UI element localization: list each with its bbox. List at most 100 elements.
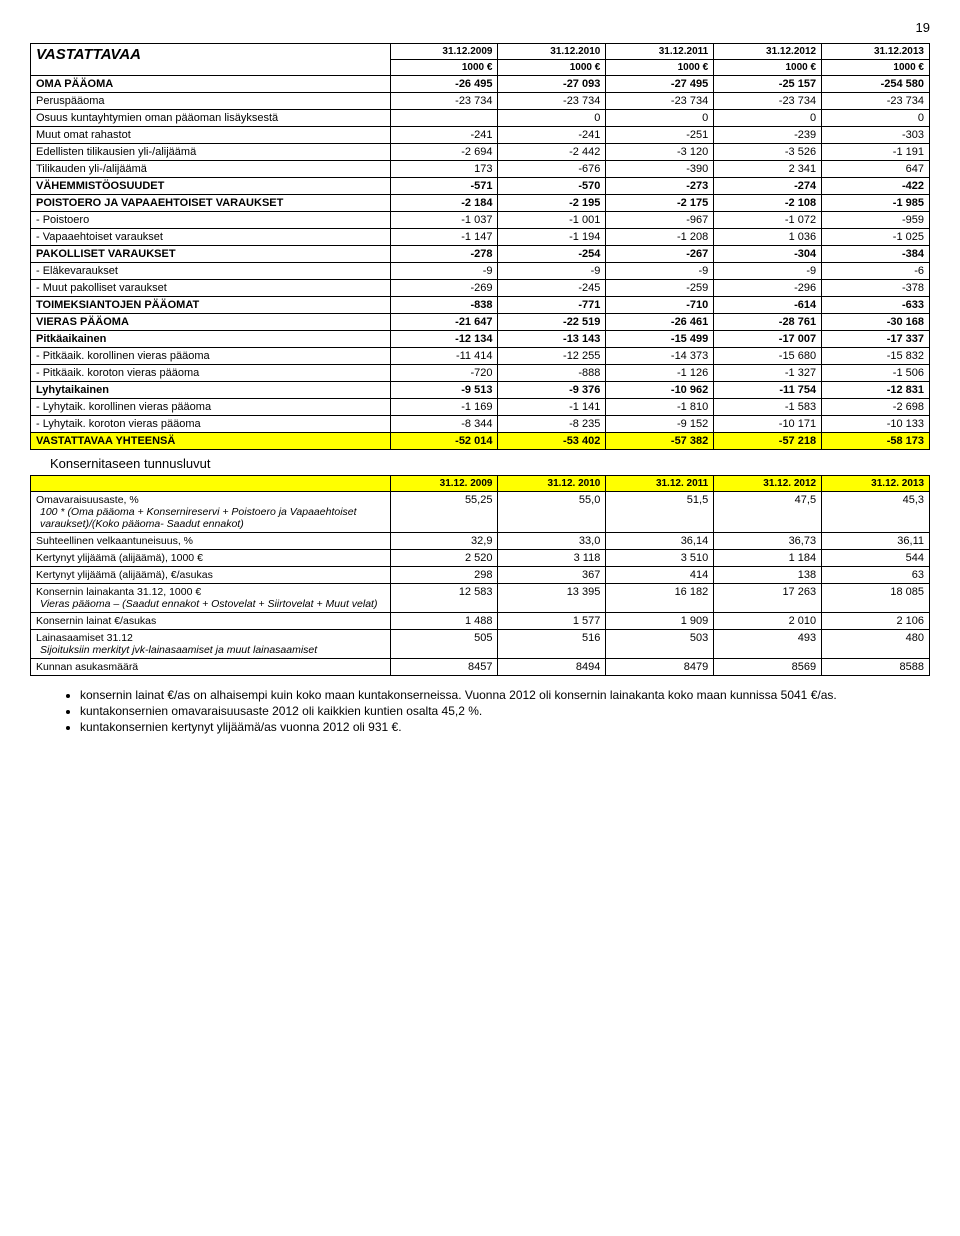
row-label: Osuus kuntayhtymien oman pääoman lisäyks… <box>31 110 391 127</box>
table-row: Osuus kuntayhtymien oman pääoman lisäyks… <box>31 110 930 127</box>
cell-value: -241 <box>390 127 498 144</box>
cell-value: -422 <box>822 178 930 195</box>
col-header: 31.12.2011 <box>606 44 714 60</box>
cell-value: -23 734 <box>498 93 606 110</box>
ratio-value: 1 488 <box>390 613 498 630</box>
cell-value: -1 072 <box>714 212 822 229</box>
ratio-value: 2 520 <box>390 550 498 567</box>
row-label: Tilikauden yli-/alijäämä <box>31 161 391 178</box>
note-item: kuntakonsernien omavaraisuusaste 2012 ol… <box>80 704 930 718</box>
ratio-col-header: 31.12. 2011 <box>606 476 714 492</box>
cell-value: -274 <box>714 178 822 195</box>
row-label: OMA PÄÄOMA <box>31 76 391 93</box>
cell-value: -9 <box>714 263 822 280</box>
row-label: - Pitkäaik. korollinen vieras pääoma <box>31 348 391 365</box>
cell-value: -710 <box>606 297 714 314</box>
cell-value: -267 <box>606 246 714 263</box>
cell-value: -25 157 <box>714 76 822 93</box>
total-val: -53 402 <box>498 433 606 450</box>
cell-value: -2 195 <box>498 195 606 212</box>
cell-value: -8 344 <box>390 416 498 433</box>
row-label: PAKOLLISET VARAUKSET <box>31 246 391 263</box>
row-label: VIERAS PÄÄOMA <box>31 314 391 331</box>
ratio-value: 503 <box>606 630 714 659</box>
table-row: Pitkäaikainen-12 134-13 143-15 499-17 00… <box>31 331 930 348</box>
table-row: Peruspääoma-23 734-23 734-23 734-23 734-… <box>31 93 930 110</box>
table-row: Edellisten tilikausien yli-/alijäämä-2 6… <box>31 144 930 161</box>
col-header: 31.12.2013 <box>822 44 930 60</box>
table-row: OMA PÄÄOMA-26 495-27 093-27 495-25 157-2… <box>31 76 930 93</box>
table-row: VÄHEMMISTÖOSUUDET-571-570-273-274-422 <box>31 178 930 195</box>
row-label: - Eläkevaraukset <box>31 263 391 280</box>
ratio-value: 13 395 <box>498 584 606 613</box>
col-subheader: 1000 € <box>606 60 714 76</box>
cell-value: -9 376 <box>498 382 606 399</box>
page-number: 19 <box>30 20 930 35</box>
cell-value: -9 <box>390 263 498 280</box>
cell-value: -11 414 <box>390 348 498 365</box>
ratio-value: 3 118 <box>498 550 606 567</box>
ratio-value: 45,3 <box>822 492 930 533</box>
cell-value: -959 <box>822 212 930 229</box>
table-row: - Vapaaehtoiset varaukset-1 147-1 194-1 … <box>31 229 930 246</box>
cell-value: 2 341 <box>714 161 822 178</box>
row-label: TOIMEKSIANTOJEN PÄÄOMAT <box>31 297 391 314</box>
cell-value: -633 <box>822 297 930 314</box>
ratio-label: Suhteellinen velkaantuneisuus, % <box>31 533 391 550</box>
cell-value: -9 <box>606 263 714 280</box>
cell-value: -888 <box>498 365 606 382</box>
ratio-value: 138 <box>714 567 822 584</box>
table-title: VASTATTAVAA <box>31 44 391 76</box>
ratio-value: 298 <box>390 567 498 584</box>
col-header: 31.12.2010 <box>498 44 606 60</box>
vastattavaa-table: VASTATTAVAA 31.12.2009 31.12.2010 31.12.… <box>30 43 930 450</box>
row-label: - Lyhytaik. korollinen vieras pääoma <box>31 399 391 416</box>
total-label: VASTATTAVAA YHTEENSÄ <box>31 433 391 450</box>
cell-value: -12 255 <box>498 348 606 365</box>
cell-value: -8 235 <box>498 416 606 433</box>
ratio-row: Suhteellinen velkaantuneisuus, %32,933,0… <box>31 533 930 550</box>
cell-value: -9 513 <box>390 382 498 399</box>
cell-value: -571 <box>390 178 498 195</box>
ratio-sublabel: 100 * (Oma pääoma + Konsernireservi + Po… <box>36 506 385 530</box>
cell-value: -3 526 <box>714 144 822 161</box>
cell-value: -1 583 <box>714 399 822 416</box>
cell-value: -2 694 <box>390 144 498 161</box>
ratio-value: 8479 <box>606 659 714 676</box>
ratio-value: 516 <box>498 630 606 659</box>
table-row: Muut omat rahastot-241-241-251-239-303 <box>31 127 930 144</box>
row-label: Lyhytaikainen <box>31 382 391 399</box>
note-item: konsernin lainat €/as on alhaisempi kuin… <box>80 688 930 702</box>
cell-value: -27 495 <box>606 76 714 93</box>
ratio-label: Kunnan asukasmäärä <box>31 659 391 676</box>
cell-value: -13 143 <box>498 331 606 348</box>
cell-value: -23 734 <box>390 93 498 110</box>
ratio-col-header: 31.12. 2013 <box>822 476 930 492</box>
cell-value: -254 580 <box>822 76 930 93</box>
ratio-sublabel: Vieras pääoma – (Saadut ennakot + Ostove… <box>36 598 385 610</box>
row-label: POISTOERO JA VAPAAEHTOISET VARAUKSET <box>31 195 391 212</box>
ratio-value: 18 085 <box>822 584 930 613</box>
table-row: - Poistoero-1 037-1 001-967-1 072-959 <box>31 212 930 229</box>
cell-value: -14 373 <box>606 348 714 365</box>
table-row: Tilikauden yli-/alijäämä173-676-3902 341… <box>31 161 930 178</box>
cell-value: -390 <box>606 161 714 178</box>
col-subheader: 1000 € <box>498 60 606 76</box>
cell-value: -10 171 <box>714 416 822 433</box>
ratio-label: Omavaraisuusaste, %100 * (Oma pääoma + K… <box>31 492 391 533</box>
total-val: -58 173 <box>822 433 930 450</box>
cell-value: -28 761 <box>714 314 822 331</box>
cell-value: -10 133 <box>822 416 930 433</box>
row-label: Muut omat rahastot <box>31 127 391 144</box>
cell-value: -21 647 <box>390 314 498 331</box>
ratio-value: 16 182 <box>606 584 714 613</box>
cell-value: -2 108 <box>714 195 822 212</box>
cell-value: -1 506 <box>822 365 930 382</box>
cell-value: -1 169 <box>390 399 498 416</box>
cell-value: -1 001 <box>498 212 606 229</box>
cell-value: 0 <box>822 110 930 127</box>
cell-value: -278 <box>390 246 498 263</box>
cell-value: 173 <box>390 161 498 178</box>
table-row: VIERAS PÄÄOMA-21 647-22 519-26 461-28 76… <box>31 314 930 331</box>
ratio-label: Konsernin lainakanta 31.12, 1000 €Vieras… <box>31 584 391 613</box>
